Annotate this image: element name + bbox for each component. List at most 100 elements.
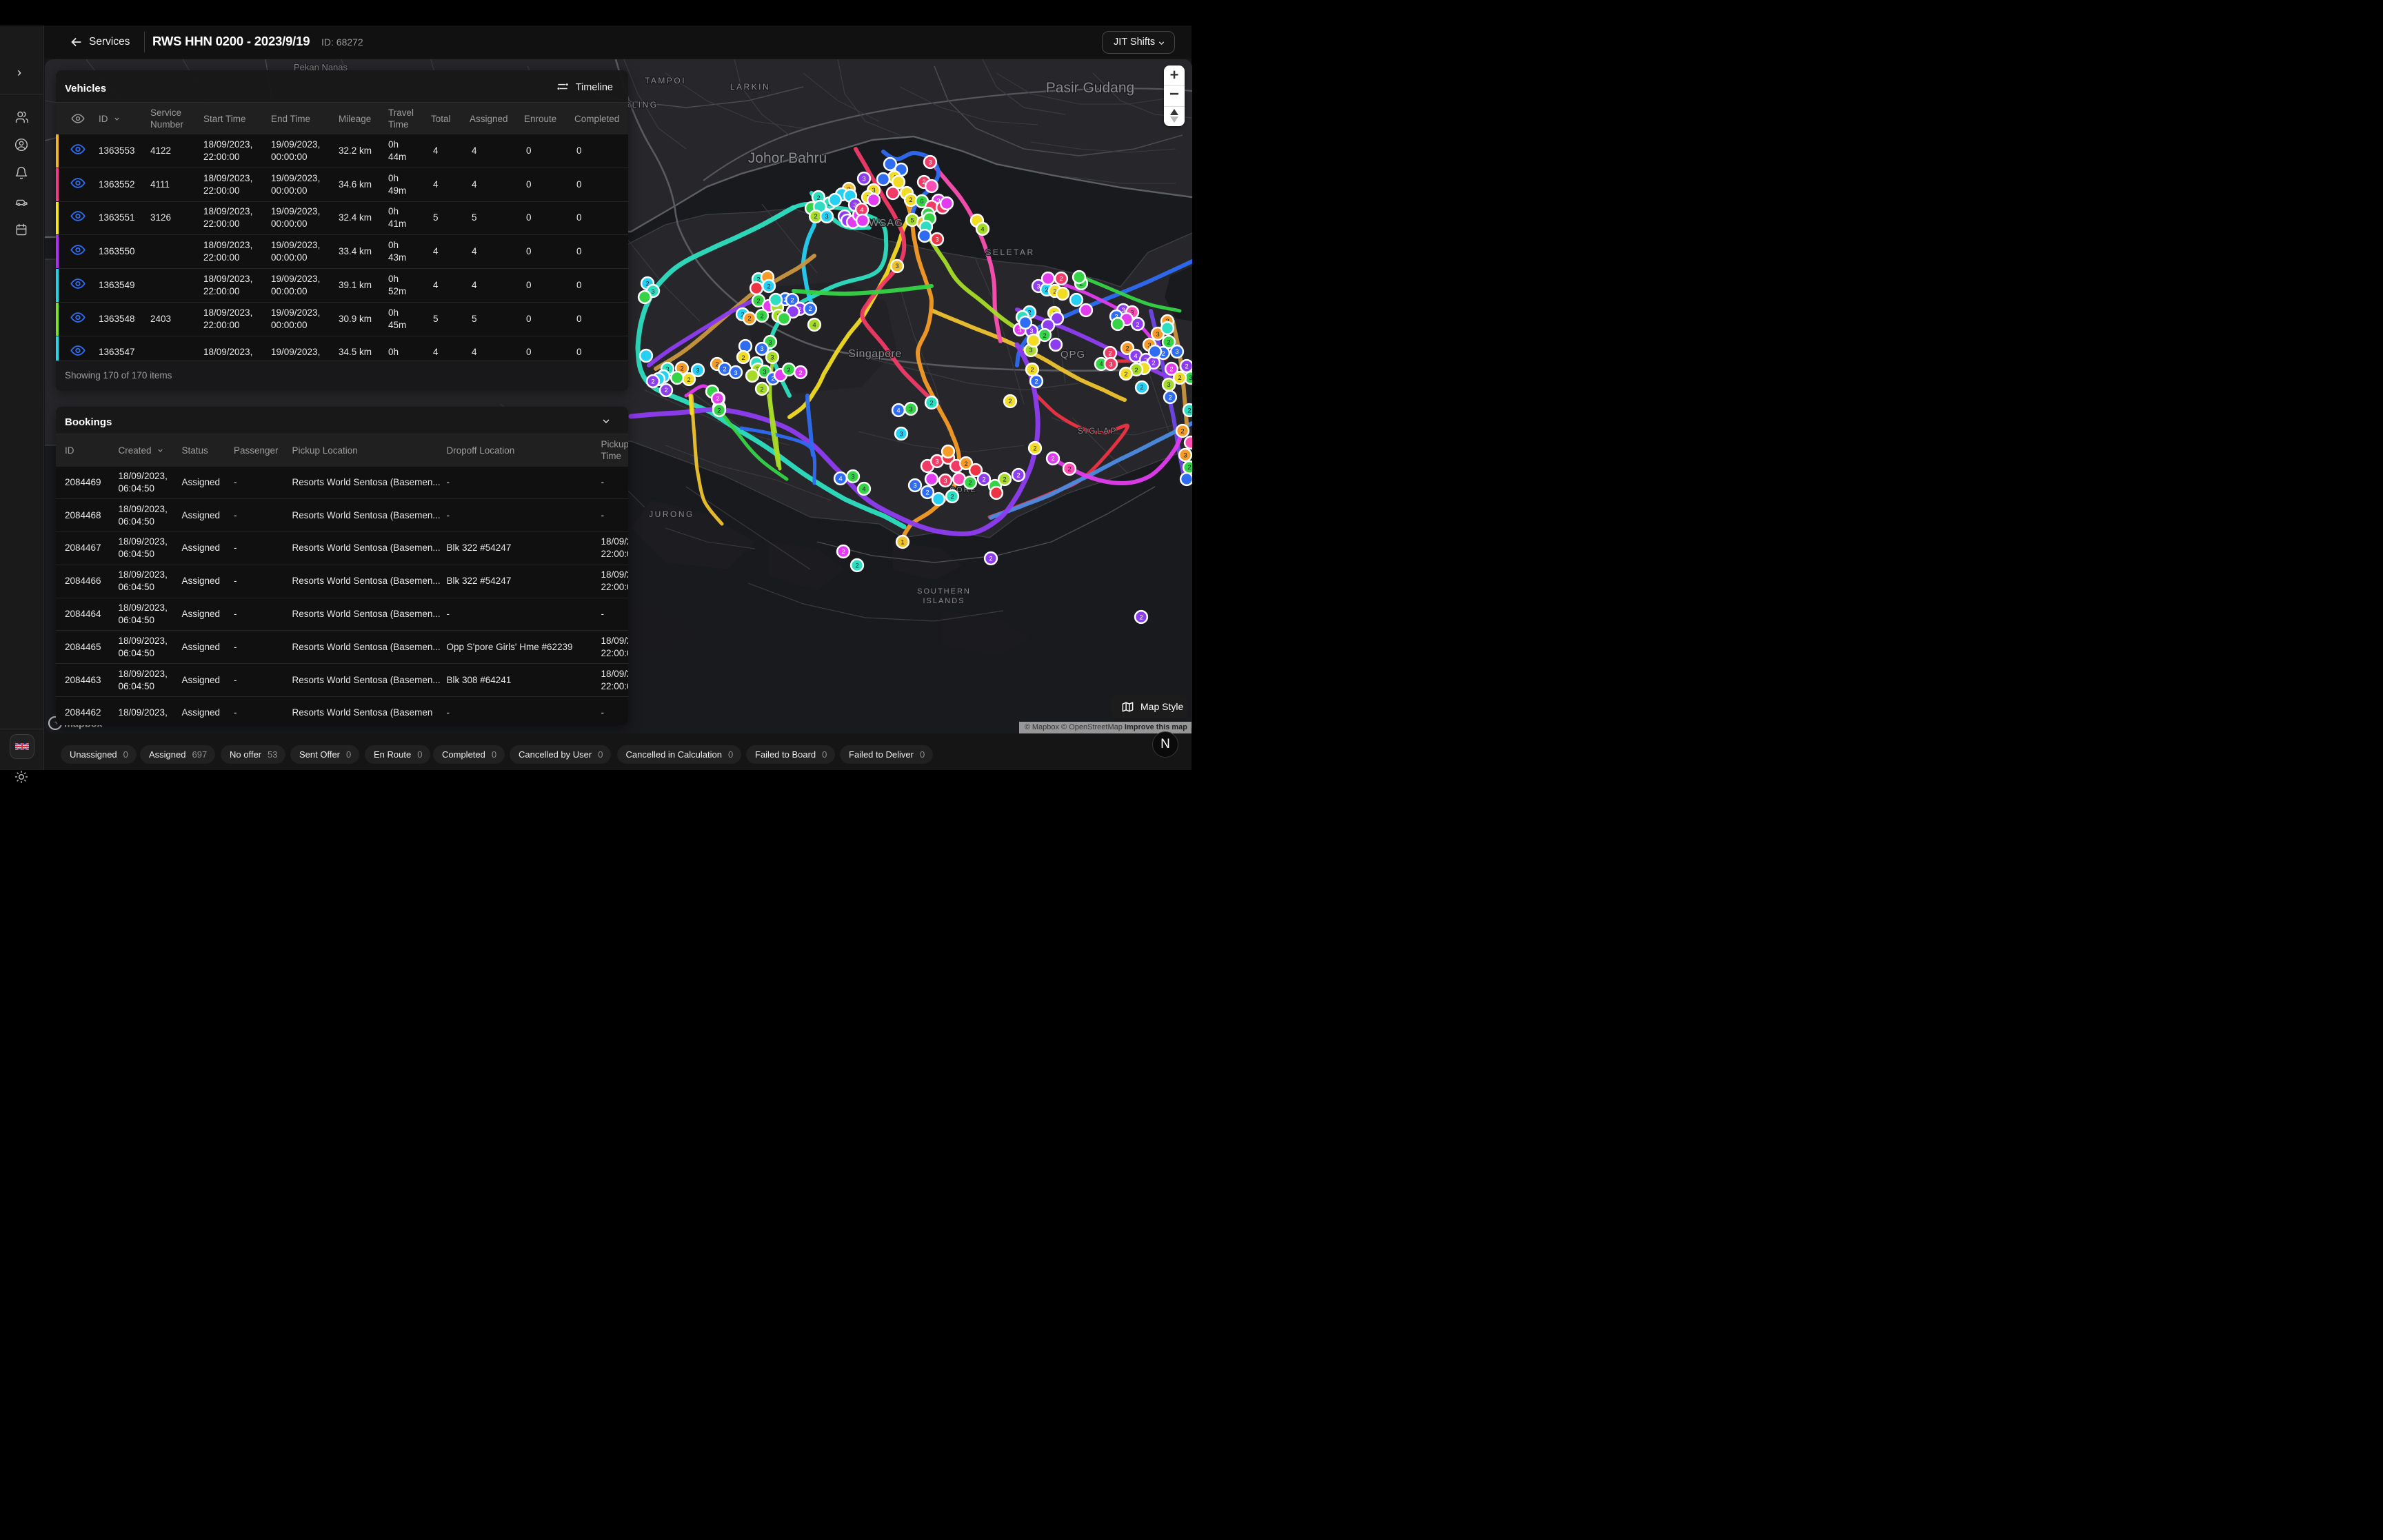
svg-text:2: 2 <box>1067 466 1071 474</box>
svg-text:2: 2 <box>664 387 667 394</box>
svg-text:TAMPOI: TAMPOI <box>644 76 685 85</box>
svg-text:2: 2 <box>989 556 992 563</box>
svg-text:3: 3 <box>760 345 763 353</box>
svg-text:4: 4 <box>862 486 865 494</box>
svg-text:2: 2 <box>687 376 690 384</box>
svg-text:2: 2 <box>747 315 751 323</box>
svg-text:4: 4 <box>896 407 900 415</box>
svg-text:4: 4 <box>812 322 816 330</box>
svg-text:2: 2 <box>741 312 744 319</box>
svg-text:3: 3 <box>1109 361 1112 369</box>
svg-text:2: 2 <box>1125 345 1129 353</box>
svg-text:3: 3 <box>1167 381 1170 389</box>
svg-text:2: 2 <box>1152 360 1155 367</box>
svg-text:2: 2 <box>1168 394 1172 402</box>
svg-text:2: 2 <box>1169 366 1173 374</box>
svg-text:2: 2 <box>1139 614 1143 622</box>
svg-text:Singapore: Singapore <box>848 348 901 360</box>
svg-text:2: 2 <box>756 298 760 305</box>
svg-text:3: 3 <box>1036 283 1040 291</box>
svg-text:2: 2 <box>814 213 817 221</box>
svg-text:2: 2 <box>645 281 649 288</box>
svg-text:3: 3 <box>1147 342 1151 349</box>
svg-text:2: 2 <box>1033 445 1036 453</box>
svg-text:3: 3 <box>825 213 828 221</box>
svg-text:4: 4 <box>860 207 863 214</box>
svg-text:2: 2 <box>1030 367 1034 374</box>
svg-text:2: 2 <box>1045 287 1048 294</box>
svg-text:RLING: RLING <box>624 100 658 110</box>
svg-text:4: 4 <box>838 476 842 483</box>
svg-text:2: 2 <box>929 400 933 407</box>
svg-text:2: 2 <box>723 366 726 374</box>
svg-text:2: 2 <box>767 283 770 291</box>
svg-text:ISLANDS: ISLANDS <box>923 597 965 605</box>
svg-text:Pekan Nanas: Pekan Nanas <box>293 62 348 72</box>
svg-text:2: 2 <box>808 305 812 313</box>
svg-text:2: 2 <box>771 376 774 383</box>
svg-text:2: 2 <box>716 396 719 403</box>
svg-text:2: 2 <box>816 194 820 202</box>
svg-text:2: 2 <box>741 354 745 362</box>
svg-text:QPG: QPG <box>1060 349 1085 361</box>
svg-text:WSAG: WSAG <box>869 217 903 229</box>
svg-text:2: 2 <box>1180 428 1184 436</box>
svg-text:6: 6 <box>920 198 923 205</box>
svg-text:2: 2 <box>1185 363 1188 371</box>
svg-text:3: 3 <box>651 288 654 296</box>
svg-text:2: 2 <box>982 476 985 484</box>
svg-text:2: 2 <box>1027 310 1031 317</box>
svg-text:3: 3 <box>862 176 865 183</box>
svg-text:3: 3 <box>665 366 669 374</box>
svg-text:3: 3 <box>851 474 854 481</box>
svg-text:1: 1 <box>901 539 904 547</box>
svg-text:2: 2 <box>922 179 925 186</box>
svg-text:3: 3 <box>909 406 912 414</box>
svg-text:3: 3 <box>1175 348 1178 356</box>
svg-text:3: 3 <box>1183 452 1187 460</box>
svg-text:3: 3 <box>936 198 940 205</box>
svg-text:2: 2 <box>1016 472 1020 480</box>
svg-text:Pasir Gudang: Pasir Gudang <box>1045 80 1134 96</box>
svg-text:4: 4 <box>981 226 984 234</box>
svg-text:3: 3 <box>872 187 875 194</box>
svg-text:2: 2 <box>1178 374 1181 382</box>
svg-text:LARKIN: LARKIN <box>730 82 770 92</box>
svg-text:3: 3 <box>895 263 898 270</box>
svg-text:2: 2 <box>1167 339 1170 347</box>
svg-text:Johor Bahru: Johor Bahru <box>747 150 826 166</box>
svg-text:2: 2 <box>1187 407 1191 415</box>
svg-text:3: 3 <box>1029 347 1032 354</box>
svg-text:SELETAR: SELETAR <box>985 247 1034 257</box>
svg-text:3: 3 <box>734 369 737 377</box>
svg-text:2: 2 <box>1059 276 1063 283</box>
svg-text:2: 2 <box>1008 398 1012 405</box>
svg-text:3: 3 <box>1018 327 1021 334</box>
svg-text:2: 2 <box>798 306 801 314</box>
svg-text:4: 4 <box>1099 361 1103 368</box>
svg-text:2: 2 <box>909 196 912 204</box>
svg-text:3: 3 <box>696 367 699 375</box>
svg-text:2: 2 <box>715 361 718 369</box>
svg-text:2: 2 <box>964 460 967 468</box>
svg-text:2: 2 <box>1108 350 1112 358</box>
svg-text:2: 2 <box>790 297 794 305</box>
svg-text:3: 3 <box>928 159 932 167</box>
svg-text:JURONG: JURONG <box>649 509 694 519</box>
svg-text:2: 2 <box>756 366 759 374</box>
svg-text:5: 5 <box>910 217 914 225</box>
svg-text:3: 3 <box>1029 327 1033 335</box>
svg-text:2: 2 <box>1079 281 1083 288</box>
svg-text:3: 3 <box>770 354 774 362</box>
svg-text:SIGLAP: SIGLAP <box>1077 426 1117 436</box>
svg-text:2: 2 <box>1161 350 1165 358</box>
svg-text:2: 2 <box>1043 332 1046 340</box>
svg-text:2: 2 <box>1140 384 1143 392</box>
svg-text:2: 2 <box>760 313 763 321</box>
svg-text:3: 3 <box>1121 307 1125 314</box>
svg-text:2: 2 <box>1051 456 1054 463</box>
svg-text:2: 2 <box>1134 367 1138 374</box>
svg-text:2: 2 <box>925 489 929 497</box>
svg-text:3: 3 <box>763 369 766 376</box>
svg-text:2: 2 <box>1034 378 1038 386</box>
